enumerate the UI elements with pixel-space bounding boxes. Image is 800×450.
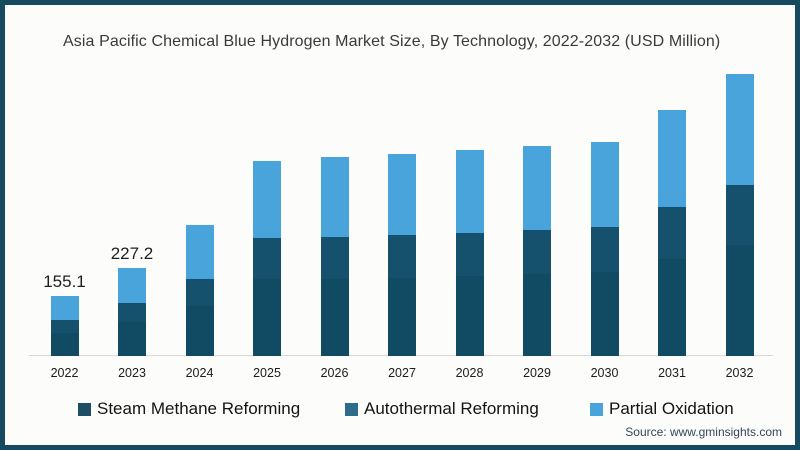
x-tick-label-2026: 2026 bbox=[320, 366, 349, 380]
bar-segment-steam-methane-reforming bbox=[50, 332, 79, 356]
legend-item-steam-methane-reforming: Steam Methane Reforming bbox=[78, 399, 300, 419]
bar-2027 bbox=[388, 154, 416, 356]
legend-label: Steam Methane Reforming bbox=[97, 399, 301, 418]
bar-2025 bbox=[253, 161, 281, 356]
bar-value-label-2022: 155.1 bbox=[43, 272, 86, 292]
bar-segment-steam-methane-reforming bbox=[388, 277, 416, 356]
bar-2022 bbox=[50, 296, 79, 356]
bar-segment-autothermal-reforming bbox=[388, 235, 416, 278]
bar-segment-partial-oxidation bbox=[590, 142, 619, 228]
bar-2029 bbox=[523, 145, 551, 356]
bar-segment-autothermal-reforming bbox=[523, 229, 551, 274]
x-tick-label-2030: 2030 bbox=[590, 366, 619, 380]
bar-segment-autothermal-reforming bbox=[185, 278, 214, 306]
x-tick-label-2028: 2028 bbox=[455, 366, 484, 380]
x-tick-label-2031: 2031 bbox=[658, 366, 686, 380]
bar-segment-partial-oxidation bbox=[388, 154, 416, 236]
legend-swatch-partial-oxidation bbox=[590, 402, 603, 416]
legend-item-autothermal-reforming: Autothermal Reforming bbox=[345, 399, 539, 419]
bar-2030 bbox=[590, 142, 619, 356]
bar-segment-steam-methane-reforming bbox=[590, 272, 619, 356]
bar-segment-autothermal-reforming bbox=[725, 184, 754, 245]
legend-label: Autothermal Reforming bbox=[364, 399, 539, 418]
x-tick-label-2024: 2024 bbox=[185, 366, 214, 380]
bar-segment-partial-oxidation bbox=[320, 157, 349, 238]
x-tick-label-2022: 2022 bbox=[50, 366, 79, 380]
x-tick-label-2027: 2027 bbox=[388, 366, 416, 380]
x-tick-label-2023: 2023 bbox=[118, 366, 146, 380]
bar-2032 bbox=[725, 74, 754, 356]
bar-segment-partial-oxidation bbox=[118, 268, 146, 304]
bar-segment-partial-oxidation bbox=[253, 161, 281, 239]
legend-swatch-steam-methane-reforming bbox=[78, 402, 91, 416]
bar-segment-steam-methane-reforming bbox=[455, 275, 484, 356]
bar-segment-autothermal-reforming bbox=[50, 320, 79, 333]
bar-2031 bbox=[658, 110, 686, 356]
legend-label: Partial Oxidation bbox=[609, 399, 734, 418]
bar-segment-autothermal-reforming bbox=[658, 207, 686, 260]
bar-segment-steam-methane-reforming bbox=[118, 321, 146, 356]
bar-segment-autothermal-reforming bbox=[253, 238, 281, 280]
bar-segment-steam-methane-reforming bbox=[185, 305, 214, 356]
chart-title: Asia Pacific Chemical Blue Hydrogen Mark… bbox=[63, 33, 721, 50]
legend-item-partial-oxidation: Partial Oxidation bbox=[590, 399, 734, 419]
bar-segment-autothermal-reforming bbox=[590, 227, 619, 273]
source-text: Source: www.gminsights.com bbox=[625, 425, 782, 439]
bar-segment-partial-oxidation bbox=[523, 145, 551, 230]
bar-segment-steam-methane-reforming bbox=[320, 278, 349, 356]
bar-2028 bbox=[455, 149, 484, 356]
bar-segment-partial-oxidation bbox=[50, 296, 79, 321]
x-tick-label-2029: 2029 bbox=[523, 366, 551, 380]
bar-segment-autothermal-reforming bbox=[320, 237, 349, 279]
bar-segment-steam-methane-reforming bbox=[523, 273, 551, 356]
bar-segment-autothermal-reforming bbox=[455, 233, 484, 276]
bar-2026 bbox=[320, 157, 349, 356]
bar-segment-steam-methane-reforming bbox=[253, 279, 281, 356]
legend-swatch-autothermal-reforming bbox=[345, 402, 358, 416]
bar-segment-autothermal-reforming bbox=[118, 303, 146, 322]
x-tick-label-2025: 2025 bbox=[253, 366, 281, 380]
bar-2024 bbox=[185, 224, 214, 356]
x-tick-label-2032: 2032 bbox=[725, 366, 754, 380]
bar-segment-partial-oxidation bbox=[658, 110, 686, 208]
bar-segment-partial-oxidation bbox=[185, 224, 214, 279]
bar-segment-partial-oxidation bbox=[725, 74, 754, 185]
bar-value-label-2023: 227.2 bbox=[110, 244, 154, 264]
bar-segment-steam-methane-reforming bbox=[725, 244, 754, 356]
bar-segment-steam-methane-reforming bbox=[658, 259, 686, 356]
bar-chart: 2022 155.1 2023 227.2 2024 2025 2026 2027 2028 20… bbox=[5, 5, 795, 445]
bar-segment-partial-oxidation bbox=[455, 149, 484, 234]
bar-2023 bbox=[118, 268, 146, 356]
